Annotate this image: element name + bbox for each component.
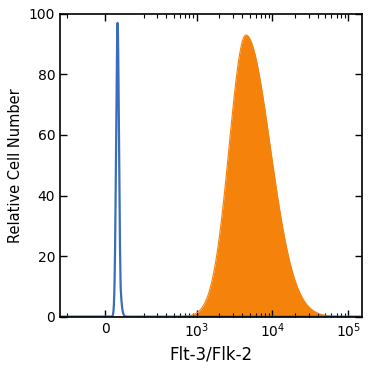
X-axis label: Flt-3/Flk-2: Flt-3/Flk-2 [169,346,252,364]
Y-axis label: Relative Cell Number: Relative Cell Number [9,88,23,243]
